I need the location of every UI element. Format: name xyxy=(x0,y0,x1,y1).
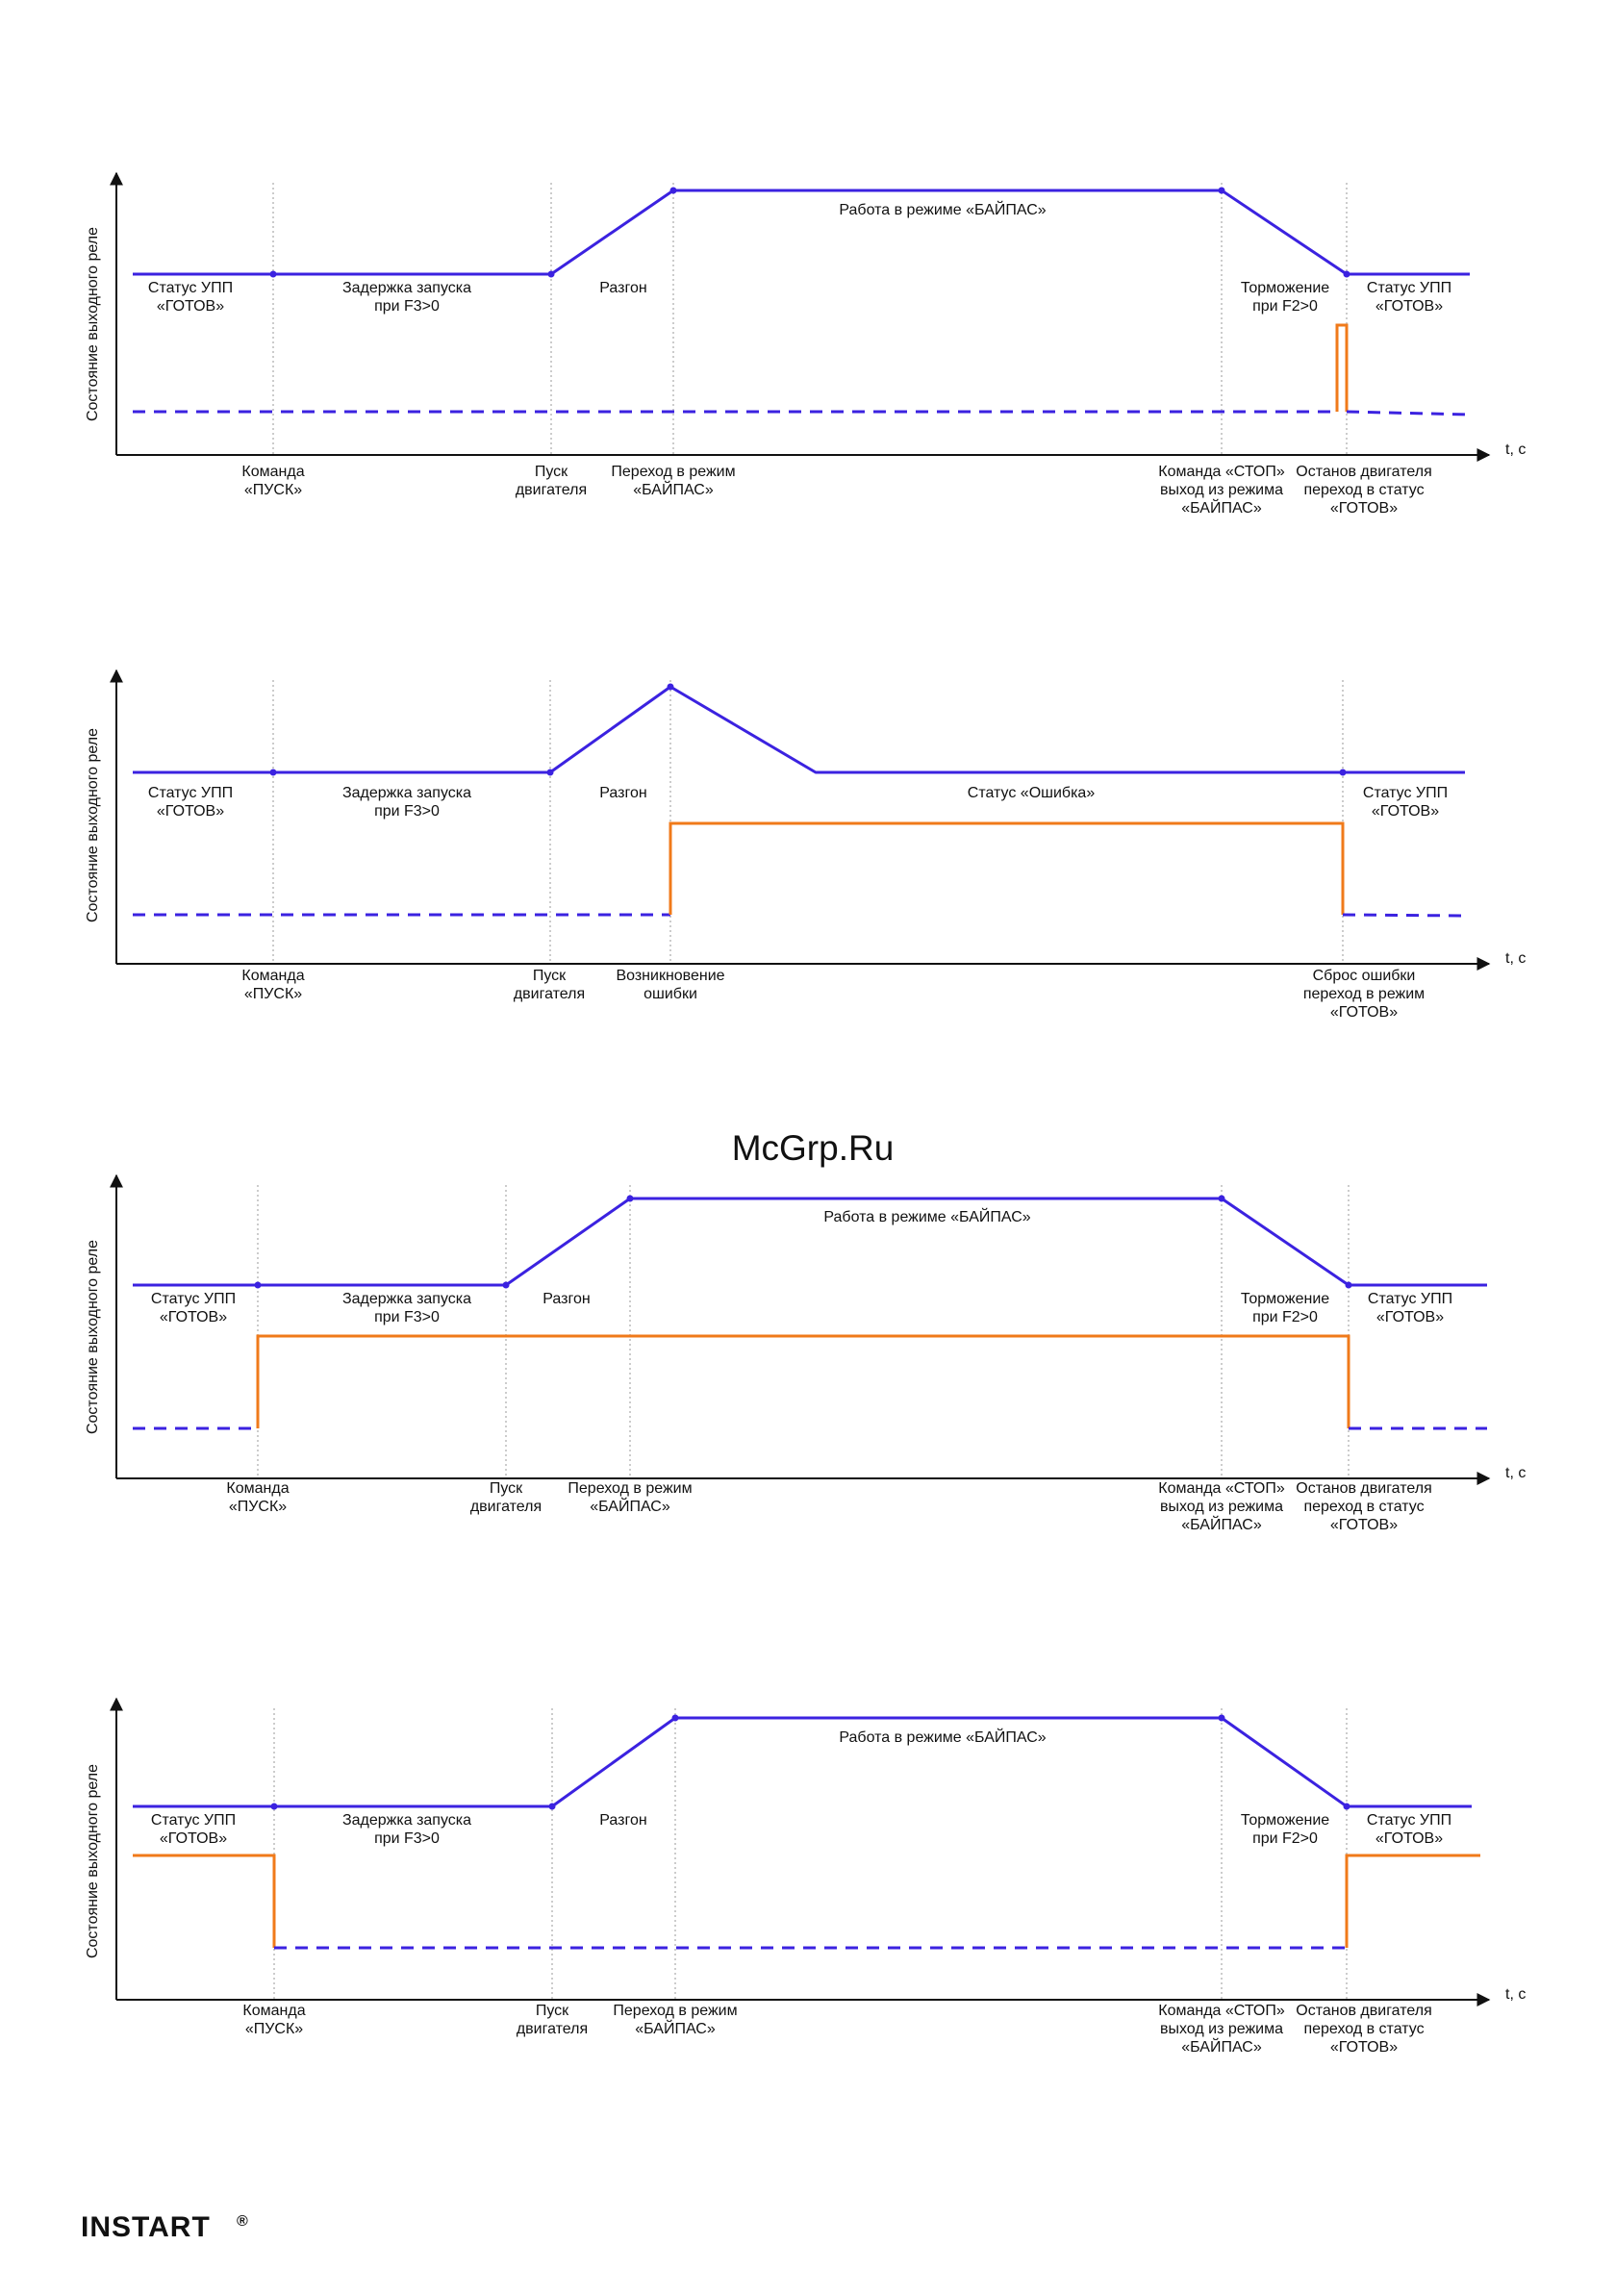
state-transition-dot xyxy=(1343,1803,1350,1810)
phase-label: Статус УПП «ГОТОВ» xyxy=(1367,280,1451,315)
x-axis-label: t, c xyxy=(1505,442,1526,458)
phase-label: Статус «Ошибка» xyxy=(968,785,1096,801)
relay-active-line xyxy=(1335,323,1349,412)
event-label: Сброс ошибки переход в режим «ГОТОВ» xyxy=(1303,968,1425,1021)
relay-active-line xyxy=(256,1334,1350,1428)
event-label: Команда «СТОП» выход из режима «БАЙПАС» xyxy=(1158,2003,1285,2056)
timing-diagram-4: Состояние выходного реле t, c Статус УПП «Г… xyxy=(85,1697,1526,2056)
timing-diagram-1: Состояние выходного реле t, c Статус УПП «Г… xyxy=(85,171,1526,517)
event-label: Команда «СТОП» выход из режима «БАЙПАС» xyxy=(1158,464,1285,517)
phase-label: Торможение при F2>0 xyxy=(1241,280,1329,315)
phase-label: Задержка запуска при F3>0 xyxy=(342,785,471,820)
relay-active-line xyxy=(133,1854,276,1948)
event-label: Переход в режим «БАЙПАС» xyxy=(568,1480,692,1515)
phase-label: Статус УПП «ГОТОВ» xyxy=(1367,1812,1451,1847)
phase-label: Задержка запуска при F3>0 xyxy=(342,1812,471,1847)
phase-label: Статус УПП «ГОТОВ» xyxy=(151,1291,236,1325)
event-label: Пуск двигателя xyxy=(470,1480,542,1515)
relay-inactive-line xyxy=(1342,913,1466,918)
event-label: Возникновение ошибки xyxy=(616,968,724,1002)
motor-state-line xyxy=(133,189,1470,276)
event-label: Команда «ПУСК» xyxy=(241,968,304,1002)
relay-active-line xyxy=(1345,1854,1480,1948)
state-transition-dot xyxy=(1218,1195,1225,1202)
y-axis-label: Состояние выходного реле xyxy=(85,227,101,421)
state-transition-dot xyxy=(548,1803,556,1810)
state-transition-dot xyxy=(502,1281,510,1289)
state-transition-dot xyxy=(269,769,277,776)
relay-active-line xyxy=(669,821,1345,915)
phase-label: Задержка запуска при F3>0 xyxy=(342,1291,471,1325)
phase-label: Статус УПП «ГОТОВ» xyxy=(151,1812,236,1847)
phase-label: Торможение при F2>0 xyxy=(1241,1291,1329,1325)
phase-label: Работа в режиме «БАЙПАС» xyxy=(839,200,1046,218)
motor-state-line xyxy=(133,1197,1487,1287)
event-label: Останов двигателя переход в статус «ГОТОВ» xyxy=(1296,1480,1432,1533)
brand-registered-mark: ® xyxy=(237,2213,248,2230)
timing-diagram-3: Состояние выходного реле t, c Статус УПП «Г… xyxy=(85,1173,1526,1533)
phase-label: Торможение при F2>0 xyxy=(1241,1812,1329,1847)
brand-name: INSTART xyxy=(81,2211,211,2243)
state-transition-dot xyxy=(1343,270,1350,278)
state-transition-dot xyxy=(1218,187,1225,194)
motor-state-line xyxy=(133,685,1465,774)
y-axis-label: Состояние выходного реле xyxy=(85,1764,101,1958)
phase-label: Разгон xyxy=(599,1812,646,1829)
state-transition-dot xyxy=(669,187,677,194)
state-transition-dot xyxy=(1345,1281,1352,1289)
event-label: Пуск двигателя xyxy=(514,968,585,1002)
state-transition-dot xyxy=(626,1195,634,1202)
event-label: Команда «ПУСК» xyxy=(242,2003,305,2037)
phase-label: Статус УПП «ГОТОВ» xyxy=(1368,1291,1452,1325)
event-label: Пуск двигателя xyxy=(517,2003,588,2037)
x-axis-label: t, c xyxy=(1505,950,1526,967)
event-label: Переход в режим «БАЙПАС» xyxy=(611,464,735,498)
phase-label: Работа в режиме «БАЙПАС» xyxy=(823,1207,1030,1225)
motor-state-line xyxy=(133,1716,1472,1808)
event-label: Пуск двигателя xyxy=(516,464,587,498)
timing-diagram-2: Состояние выходного реле t, c Статус УПП «Г… xyxy=(85,669,1526,1021)
phase-label: Статус УПП «ГОТОВ» xyxy=(148,280,233,315)
state-transition-dot xyxy=(667,683,674,691)
state-transition-dot xyxy=(671,1714,679,1722)
event-label: Переход в режим «БАЙПАС» xyxy=(613,2003,737,2037)
event-label: Останов двигателя переход в статус «ГОТОВ» xyxy=(1296,464,1432,517)
phase-label: Задержка запуска при F3>0 xyxy=(342,280,471,315)
brand-logo: INSTART ® xyxy=(81,2211,248,2243)
x-axis-label: t, c xyxy=(1505,1986,1526,2003)
state-transition-dot xyxy=(1339,769,1347,776)
x-axis-label: t, c xyxy=(1505,1465,1526,1481)
state-transition-dot xyxy=(254,1281,262,1289)
event-label: Команда «СТОП» выход из режима «БАЙПАС» xyxy=(1158,1480,1285,1533)
state-transition-dot xyxy=(547,270,555,278)
event-label: Останов двигателя переход в статус «ГОТОВ» xyxy=(1296,2003,1432,2056)
state-transition-dot xyxy=(1218,1714,1225,1722)
phase-label: Разгон xyxy=(543,1291,590,1307)
y-axis-label: Состояние выходного реле xyxy=(85,1240,101,1434)
relay-inactive-line xyxy=(1346,410,1471,416)
event-label: Команда «ПУСК» xyxy=(226,1480,289,1515)
phase-label: Разгон xyxy=(599,785,646,801)
watermark-text: McGrp.Ru xyxy=(732,1128,895,1168)
event-label: Команда «ПУСК» xyxy=(241,464,304,498)
state-transition-dot xyxy=(546,769,554,776)
state-transition-dot xyxy=(270,1803,278,1810)
y-axis-label: Состояние выходного реле xyxy=(85,728,101,922)
state-transition-dot xyxy=(269,270,277,278)
phase-label: Статус УПП «ГОТОВ» xyxy=(148,785,233,820)
phase-label: Разгон xyxy=(599,280,646,296)
phase-label: Работа в режиме «БАЙПАС» xyxy=(839,1728,1046,1746)
phase-label: Статус УПП «ГОТОВ» xyxy=(1363,785,1448,820)
